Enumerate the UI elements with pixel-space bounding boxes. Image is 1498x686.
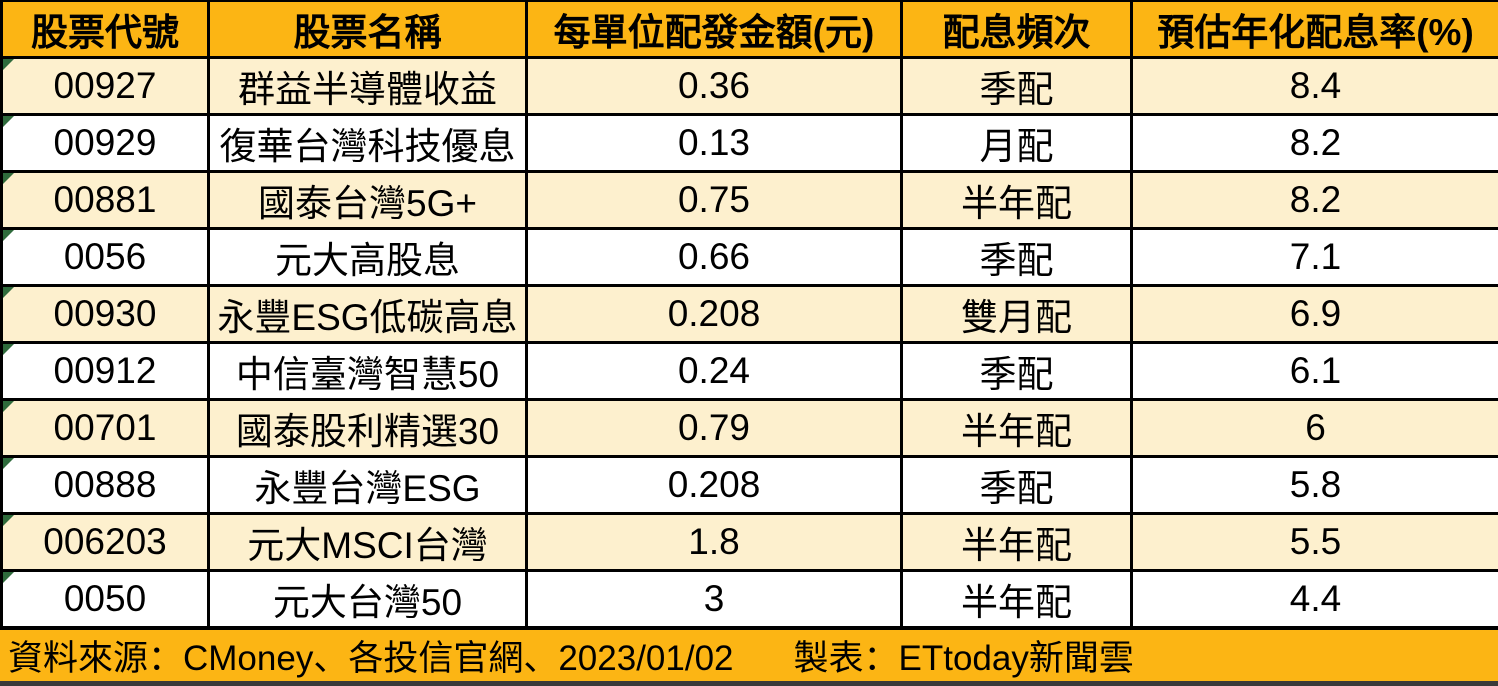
cell-yield: 6.9 [1132, 286, 1498, 343]
stock-code-text: 00930 [54, 293, 157, 334]
table-row: 0056 元大高股息 0.66 季配 7.1 [2, 229, 1498, 286]
cell-payout: 0.208 [527, 286, 902, 343]
cell-stock-code: 00929 [2, 115, 209, 172]
cell-frequency: 季配 [902, 229, 1132, 286]
table-row: 00930 永豐ESG低碳高息 0.208 雙月配 6.9 [2, 286, 1498, 343]
table-header-row: 股票代號 股票名稱 每單位配發金額(元) 配息頻次 預估年化配息率(%) [2, 1, 1498, 58]
stock-code-text: 00701 [54, 407, 157, 448]
cell-frequency: 季配 [902, 343, 1132, 400]
excel-error-flag-icon [3, 458, 14, 469]
footer-credit-text: 製表：ETtoday新聞雲 [794, 630, 1134, 681]
cell-stock-code: 00927 [2, 58, 209, 115]
cell-stock-code: 00888 [2, 457, 209, 514]
stock-code-text: 0056 [64, 236, 146, 277]
cell-frequency: 季配 [902, 457, 1132, 514]
table-row: 00927 群益半導體收益 0.36 季配 8.4 [2, 58, 1498, 115]
table-row: 00929 復華台灣科技優息 0.13 月配 8.2 [2, 115, 1498, 172]
cell-yield: 5.8 [1132, 457, 1498, 514]
cell-yield: 6 [1132, 400, 1498, 457]
cell-payout: 0.13 [527, 115, 902, 172]
cell-payout: 0.79 [527, 400, 902, 457]
table-row: 00701 國泰股利精選30 0.79 半年配 6 [2, 400, 1498, 457]
cell-yield: 8.2 [1132, 115, 1498, 172]
column-header-freq: 配息頻次 [902, 1, 1132, 58]
cell-payout: 0.36 [527, 58, 902, 115]
excel-error-flag-icon [3, 59, 14, 70]
cell-yield: 8.2 [1132, 172, 1498, 229]
cell-stock-code: 0056 [2, 229, 209, 286]
stock-code-text: 006203 [43, 521, 166, 562]
cell-stock-code: 00930 [2, 286, 209, 343]
stock-code-text: 0050 [64, 578, 146, 619]
excel-error-flag-icon [3, 401, 14, 412]
cell-frequency: 季配 [902, 58, 1132, 115]
column-header-code: 股票代號 [2, 1, 209, 58]
cell-yield: 6.1 [1132, 343, 1498, 400]
cell-payout: 0.24 [527, 343, 902, 400]
cell-stock-code: 0050 [2, 571, 209, 628]
excel-error-flag-icon [3, 515, 14, 526]
cell-stock-name: 國泰台灣5G+ [209, 172, 527, 229]
stock-code-text: 00881 [54, 179, 157, 220]
excel-error-flag-icon [3, 344, 14, 355]
cell-stock-name: 永豐ESG低碳高息 [209, 286, 527, 343]
cell-yield: 4.4 [1132, 571, 1498, 628]
stock-code-text: 00927 [54, 65, 157, 106]
column-header-yield: 預估年化配息率(%) [1132, 1, 1498, 58]
cell-yield: 7.1 [1132, 229, 1498, 286]
footer-source-text: 資料來源：CMoney、各投信官網、2023/01/02 [8, 630, 734, 681]
stock-code-text: 00929 [54, 122, 157, 163]
cell-frequency: 半年配 [902, 172, 1132, 229]
cell-yield: 5.5 [1132, 514, 1498, 571]
cell-yield: 8.4 [1132, 58, 1498, 115]
cell-stock-code: 00701 [2, 400, 209, 457]
table-row: 00881 國泰台灣5G+ 0.75 半年配 8.2 [2, 172, 1498, 229]
cell-stock-code: 00912 [2, 343, 209, 400]
excel-error-flag-icon [3, 287, 14, 298]
table-body: 00927 群益半導體收益 0.36 季配 8.4 00929 復華台灣科技優息… [2, 58, 1498, 628]
column-header-payout: 每單位配發金額(元) [527, 1, 902, 58]
stock-code-text: 00912 [54, 350, 157, 391]
table-row: 006203 元大MSCI台灣 1.8 半年配 5.5 [2, 514, 1498, 571]
column-header-name: 股票名稱 [209, 1, 527, 58]
cell-payout: 0.208 [527, 457, 902, 514]
table-row: 00912 中信臺灣智慧50 0.24 季配 6.1 [2, 343, 1498, 400]
cell-frequency: 雙月配 [902, 286, 1132, 343]
cell-frequency: 半年配 [902, 571, 1132, 628]
cell-stock-name: 群益半導體收益 [209, 58, 527, 115]
cell-stock-name: 復華台灣科技優息 [209, 115, 527, 172]
excel-error-flag-icon [3, 572, 14, 583]
cell-stock-name: 國泰股利精選30 [209, 400, 527, 457]
cell-frequency: 半年配 [902, 514, 1132, 571]
stock-code-text: 00888 [54, 464, 157, 505]
cell-stock-name: 元大MSCI台灣 [209, 514, 527, 571]
table-row: 00888 永豐台灣ESG 0.208 季配 5.8 [2, 457, 1498, 514]
page: 股票代號 股票名稱 每單位配發金額(元) 配息頻次 預估年化配息率(%) 009… [0, 0, 1498, 637]
excel-error-flag-icon [3, 173, 14, 184]
cell-payout: 0.75 [527, 172, 902, 229]
cell-payout: 1.8 [527, 514, 902, 571]
bottom-strip [0, 681, 1498, 686]
table-row: 0050 元大台灣50 3 半年配 4.4 [2, 571, 1498, 628]
cell-payout: 0.66 [527, 229, 902, 286]
cell-frequency: 月配 [902, 115, 1132, 172]
cell-frequency: 半年配 [902, 400, 1132, 457]
cell-payout: 3 [527, 571, 902, 628]
etf-dividend-table: 股票代號 股票名稱 每單位配發金額(元) 配息頻次 預估年化配息率(%) 009… [0, 0, 1498, 629]
cell-stock-code: 00881 [2, 172, 209, 229]
cell-stock-code: 006203 [2, 514, 209, 571]
cell-stock-name: 元大台灣50 [209, 571, 527, 628]
cell-stock-name: 中信臺灣智慧50 [209, 343, 527, 400]
cell-stock-name: 元大高股息 [209, 229, 527, 286]
excel-error-flag-icon [3, 230, 14, 241]
cell-stock-name: 永豐台灣ESG [209, 457, 527, 514]
excel-error-flag-icon [3, 116, 14, 127]
